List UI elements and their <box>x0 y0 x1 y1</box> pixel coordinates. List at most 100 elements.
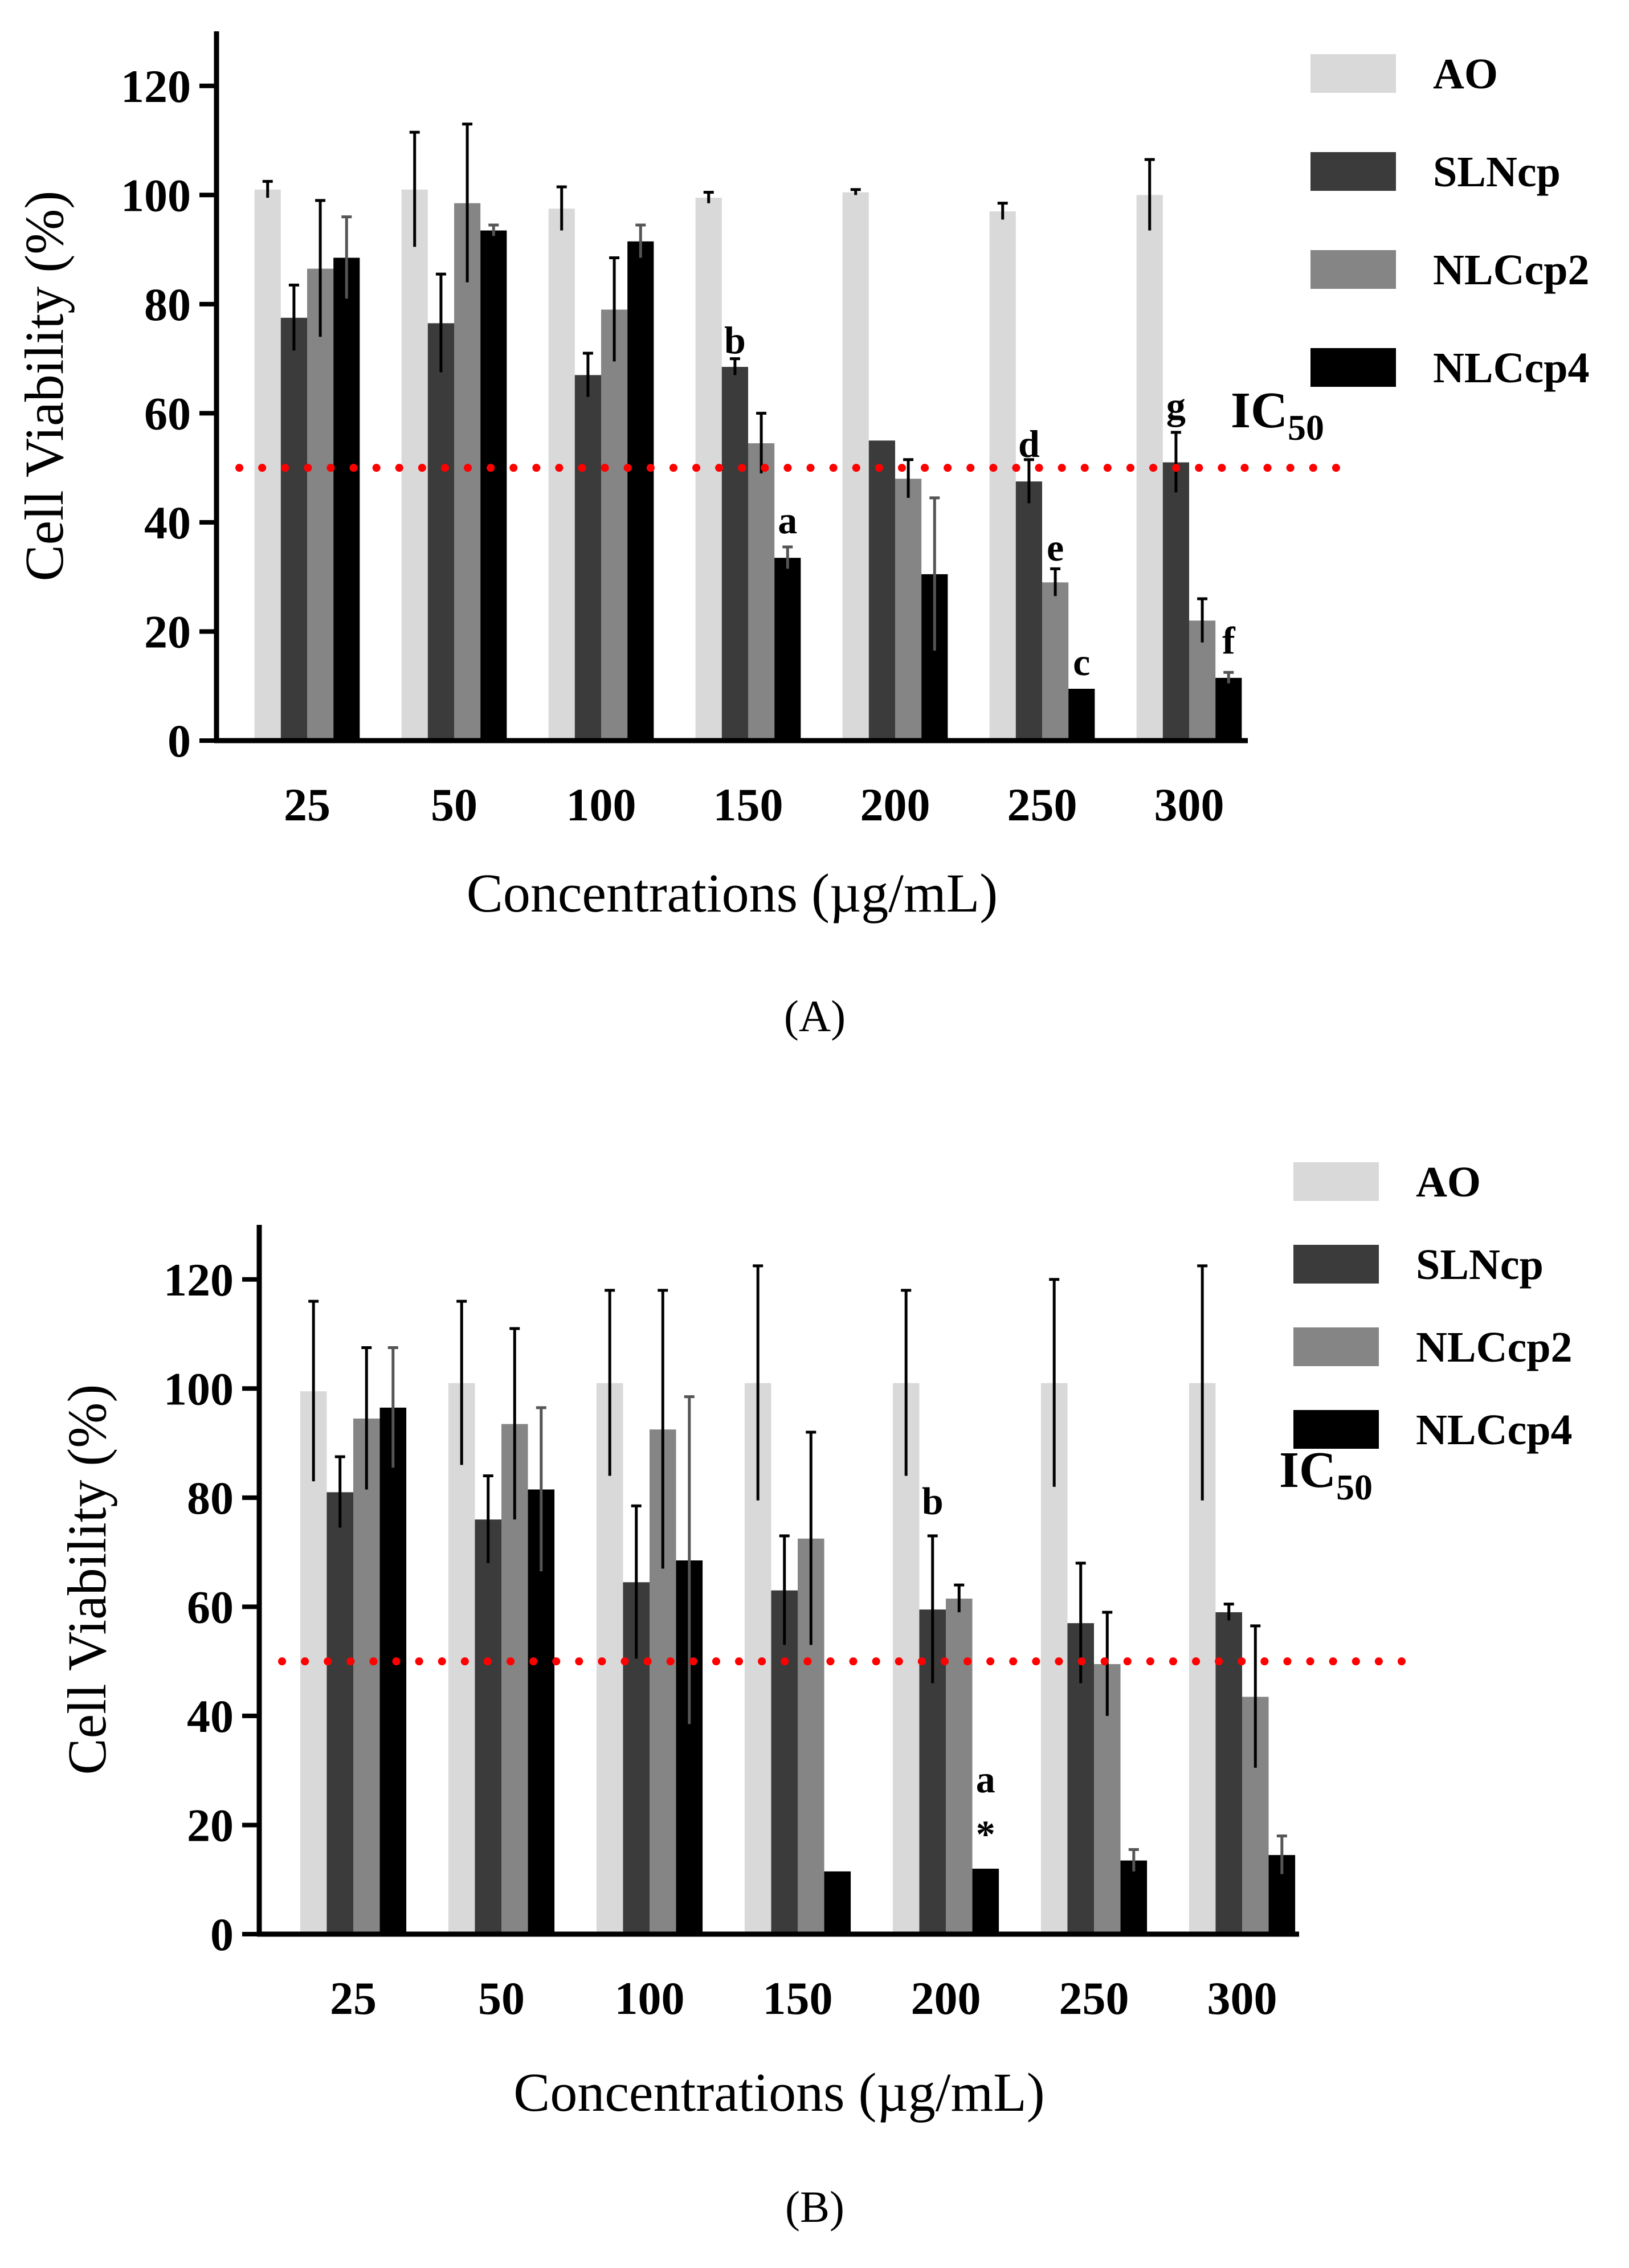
x-tick-label: 250 <box>1059 1972 1129 2024</box>
bar-nlccp2-100 <box>601 309 628 741</box>
bar-nlccp2-200 <box>895 479 922 741</box>
legend-label-nlccp4: NLCcp4 <box>1416 1406 1572 1454</box>
y-tick-label: 0 <box>168 715 191 767</box>
y-axis-title: Cell Viability (%) <box>56 1384 117 1775</box>
bar-nlccp4-150 <box>774 558 801 741</box>
chart-panel-a: 0 20 40 60 80 100 120 25 50 100 150 200 250 300 Cell V… <box>14 31 1589 1041</box>
significance-label: b <box>922 1480 944 1523</box>
legend-swatch-slncp <box>1293 1245 1379 1284</box>
x-tick-label: 100 <box>615 1972 685 2024</box>
significance-label: * <box>976 1812 995 1856</box>
significance-label: c <box>1073 640 1090 684</box>
bar-nlccp2-25 <box>353 1418 380 1934</box>
y-tick-label: 100 <box>121 169 191 221</box>
ic50-label-sub: 50 <box>1288 407 1324 448</box>
legend-label-ao: AO <box>1433 50 1498 98</box>
bar-nlccp4-50 <box>480 230 507 741</box>
panel-label: (B) <box>785 2182 844 2232</box>
significance-label: e <box>1047 526 1064 569</box>
x-tick-label: 200 <box>860 779 930 831</box>
x-tick-label: 250 <box>1007 779 1077 831</box>
significance-label: a <box>976 1758 995 1801</box>
bar-slncp-300 <box>1215 1612 1242 1934</box>
legend-label-slncp: SLNcp <box>1433 148 1561 196</box>
chart-panel-b: 0 20 40 60 80 100 120 25 50 100 150 200 250 300 Cell V… <box>56 1158 1572 2232</box>
bar-nlccp4-300 <box>1215 677 1242 741</box>
bar-nlccp2-50 <box>454 203 481 741</box>
x-tick-label: 50 <box>478 1972 525 2024</box>
bar-slncp-150 <box>771 1590 798 1934</box>
legend-label-ao: AO <box>1416 1158 1481 1206</box>
x-tick-label: 300 <box>1154 779 1224 831</box>
y-tick-label: 40 <box>187 1690 234 1742</box>
x-axis-title: Concentrations (µg/mL) <box>467 863 998 923</box>
bar-nlccp2-250 <box>1042 582 1069 741</box>
y-tick-label: 80 <box>144 279 191 330</box>
bar-ao-100 <box>548 209 575 741</box>
bar-nlccp2-25 <box>307 268 334 741</box>
y-tick-label: 120 <box>164 1254 234 1306</box>
bar-nlccp4-25 <box>379 1407 407 1934</box>
x-tick-label: 50 <box>431 779 477 831</box>
bar-slncp-50 <box>475 1519 501 1934</box>
y-tick-label: 40 <box>144 497 191 549</box>
ic50-label: IC50 <box>1279 1442 1373 1507</box>
x-axis-title: Concentrations (µg/mL) <box>513 2062 1044 2123</box>
bar-ao-25 <box>254 189 281 741</box>
y-tick-label: 20 <box>144 606 191 657</box>
x-tick-label: 150 <box>763 1972 833 2024</box>
bar-nlccp4-200 <box>972 1869 999 1934</box>
legend-swatch-slncp <box>1310 152 1396 191</box>
y-tick-label: 80 <box>187 1472 234 1524</box>
legend-swatch-nlccp2 <box>1293 1327 1379 1366</box>
panel-label: (A) <box>784 991 846 1041</box>
legend-label-nlccp4: NLCcp4 <box>1433 344 1589 392</box>
x-tick-label: 25 <box>330 1972 377 2024</box>
bar-nlccp4-250 <box>1068 689 1095 741</box>
significance-label: a <box>778 498 797 542</box>
x-tick-label: 25 <box>284 779 330 831</box>
legend-label-nlccp2: NLCcp2 <box>1416 1323 1572 1371</box>
bar-slncp-50 <box>427 323 454 741</box>
x-tick-label: 150 <box>713 779 783 831</box>
bar-slncp-250 <box>1015 481 1042 741</box>
significance-label: f <box>1222 619 1236 662</box>
ic50-label: IC50 <box>1231 382 1324 448</box>
bar-nlccp4-150 <box>824 1871 851 1934</box>
bar-nlccp2-150 <box>748 443 775 741</box>
x-tick-label: 100 <box>566 779 636 831</box>
x-tick-label: 300 <box>1207 1972 1277 2024</box>
y-tick-label: 60 <box>144 387 191 439</box>
bar-nlccp4-250 <box>1120 1860 1148 1934</box>
y-tick-label: 120 <box>121 60 191 112</box>
bar-slncp-100 <box>574 375 601 741</box>
legend-label-slncp: SLNcp <box>1416 1241 1544 1289</box>
significance-label: d <box>1018 422 1040 465</box>
y-tick-label: 60 <box>187 1581 234 1633</box>
bar-nlccp2-200 <box>946 1599 973 1934</box>
bar-nlccp4-100 <box>627 241 654 741</box>
y-tick-label: 100 <box>164 1363 234 1415</box>
y-tick-label: 0 <box>210 1909 234 1960</box>
y-tick-label: 20 <box>187 1799 234 1851</box>
bar-nlccp4-25 <box>333 258 360 741</box>
bar-slncp-25 <box>280 317 307 741</box>
legend-swatch-ao <box>1310 54 1396 93</box>
legend-swatch-nlccp4 <box>1293 1410 1379 1449</box>
bar-slncp-25 <box>326 1492 353 1934</box>
bar-slncp-150 <box>721 366 748 741</box>
ic50-label-sub: 50 <box>1336 1467 1373 1507</box>
y-axis-title: Cell Viability (%) <box>14 191 75 582</box>
bar-ao-250 <box>989 211 1016 741</box>
legend-label-nlccp2: NLCcp2 <box>1433 246 1589 294</box>
x-tick-label: 200 <box>911 1972 981 2024</box>
significance-label: b <box>724 318 746 362</box>
bar-slncp-200 <box>868 440 895 741</box>
ic50-label-main: IC <box>1231 382 1288 439</box>
bar-ao-50 <box>448 1383 475 1934</box>
legend-swatch-nlccp4 <box>1310 348 1396 387</box>
ic50-label-main: IC <box>1279 1442 1336 1498</box>
significance-label: g <box>1166 384 1186 427</box>
legend-swatch-ao <box>1293 1162 1379 1201</box>
